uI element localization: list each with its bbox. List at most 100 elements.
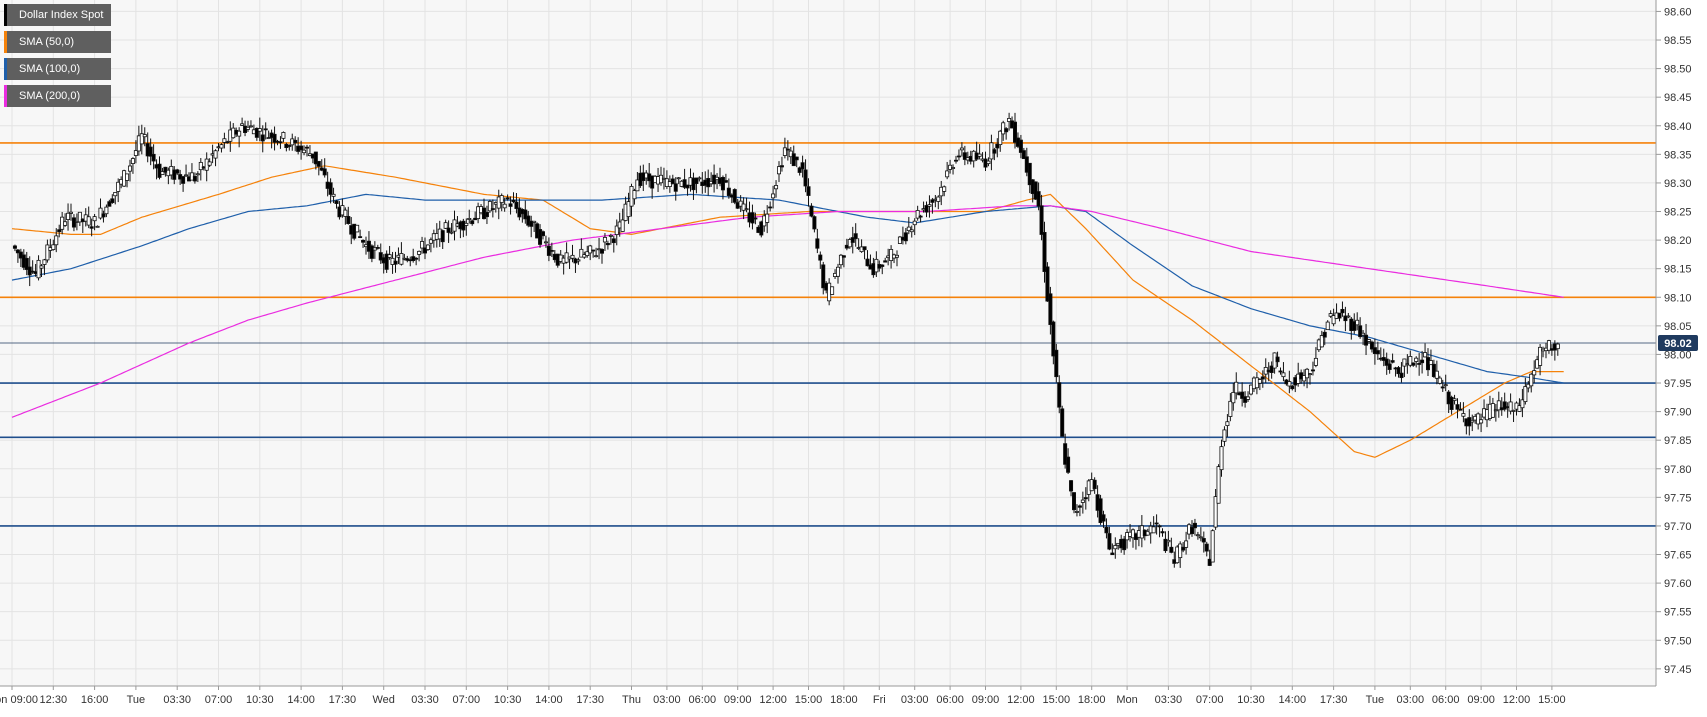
candle bbox=[1021, 147, 1026, 160]
candle bbox=[800, 155, 805, 178]
candle bbox=[912, 218, 917, 236]
candle bbox=[579, 238, 584, 258]
candle-body bbox=[1007, 118, 1012, 122]
candle bbox=[54, 228, 59, 253]
candle-body bbox=[768, 206, 773, 209]
candle-body bbox=[1529, 373, 1534, 387]
candle bbox=[1216, 464, 1221, 504]
candle-body bbox=[464, 222, 469, 226]
candle-body bbox=[514, 201, 519, 209]
candle-body bbox=[1213, 496, 1218, 528]
candle bbox=[1184, 531, 1189, 555]
candle-body bbox=[1240, 391, 1245, 399]
x-tick-label: 09:00 bbox=[724, 694, 752, 706]
candle-body bbox=[753, 217, 758, 220]
candle-body bbox=[632, 190, 637, 200]
candle bbox=[378, 243, 383, 264]
candle bbox=[1396, 365, 1401, 378]
candle-body bbox=[207, 161, 212, 166]
candle bbox=[499, 193, 504, 212]
candle-body bbox=[420, 241, 425, 249]
candle-body bbox=[1532, 370, 1537, 376]
candle bbox=[1555, 342, 1560, 356]
y-tick-label: 98.15 bbox=[1664, 264, 1692, 276]
candle-body bbox=[579, 248, 584, 258]
candle-body bbox=[15, 249, 20, 254]
candle bbox=[1054, 343, 1059, 383]
candle-body bbox=[954, 159, 959, 162]
candle-body bbox=[181, 176, 186, 184]
candle bbox=[1449, 395, 1454, 415]
candle bbox=[768, 201, 773, 212]
x-tick-label: 14:00 bbox=[287, 694, 315, 706]
candle bbox=[1101, 510, 1106, 528]
candle bbox=[219, 143, 224, 153]
y-tick-label: 97.70 bbox=[1664, 521, 1692, 533]
candle bbox=[1529, 372, 1534, 393]
candle bbox=[1476, 412, 1481, 430]
candle-body bbox=[484, 211, 489, 218]
candle-body bbox=[1493, 409, 1498, 412]
candle bbox=[240, 117, 245, 126]
candle-body bbox=[549, 249, 554, 252]
candle-body bbox=[245, 126, 250, 130]
candle-body bbox=[77, 211, 82, 223]
candle bbox=[765, 205, 770, 234]
candle-body bbox=[1074, 511, 1079, 513]
candles bbox=[12, 112, 1560, 568]
candle-body bbox=[1319, 335, 1324, 348]
candle-body bbox=[1517, 405, 1522, 412]
candle-body bbox=[1066, 456, 1071, 473]
candle-body bbox=[1310, 369, 1315, 372]
candle bbox=[667, 175, 672, 193]
candle bbox=[732, 188, 737, 205]
candle-body bbox=[505, 197, 510, 200]
candle bbox=[42, 258, 47, 276]
candle bbox=[198, 158, 203, 181]
x-tick-label: 07:00 bbox=[205, 694, 233, 706]
candle-body bbox=[812, 216, 817, 230]
candle bbox=[133, 140, 138, 164]
legend-item-sma200[interactable]: SMA (200,0) bbox=[4, 85, 112, 107]
legend-item-price[interactable]: Dollar Index Spot bbox=[4, 4, 112, 26]
candle bbox=[909, 225, 914, 238]
candle-body bbox=[936, 196, 941, 202]
candle bbox=[63, 213, 68, 227]
x-tick-label: 12:00 bbox=[759, 694, 787, 706]
x-tick-label: 18:00 bbox=[830, 694, 858, 706]
candle bbox=[470, 219, 475, 226]
candle bbox=[744, 197, 749, 213]
legend-item-sma50[interactable]: SMA (50,0) bbox=[4, 31, 112, 53]
x-tick-label: Mon bbox=[1116, 694, 1137, 706]
candle-body bbox=[355, 224, 360, 233]
candle bbox=[369, 244, 374, 263]
candle bbox=[918, 214, 923, 223]
candle bbox=[1045, 262, 1050, 302]
legend-item-sma100[interactable]: SMA (100,0) bbox=[4, 58, 112, 80]
candle bbox=[36, 255, 41, 281]
candle-body bbox=[1151, 526, 1156, 534]
candle bbox=[962, 145, 967, 166]
legend-label: SMA (200,0) bbox=[19, 90, 81, 102]
candle bbox=[1225, 414, 1230, 437]
candle bbox=[838, 253, 843, 269]
candle bbox=[670, 174, 675, 185]
candle bbox=[414, 257, 419, 266]
candle-body bbox=[1192, 522, 1197, 529]
candle-body bbox=[440, 230, 445, 243]
candle-body bbox=[526, 215, 531, 226]
candle bbox=[1249, 384, 1254, 396]
candle bbox=[125, 173, 130, 188]
candle-body bbox=[446, 227, 451, 233]
candle-body bbox=[794, 156, 799, 161]
candle-body bbox=[1054, 349, 1059, 378]
candle bbox=[1192, 518, 1197, 536]
candle-body bbox=[809, 205, 814, 217]
candle bbox=[272, 126, 277, 151]
candle-body bbox=[797, 167, 802, 173]
candle-body bbox=[130, 158, 135, 164]
candle bbox=[853, 223, 858, 247]
candle bbox=[163, 166, 168, 177]
candle bbox=[358, 229, 363, 239]
candle-body bbox=[1355, 319, 1360, 326]
